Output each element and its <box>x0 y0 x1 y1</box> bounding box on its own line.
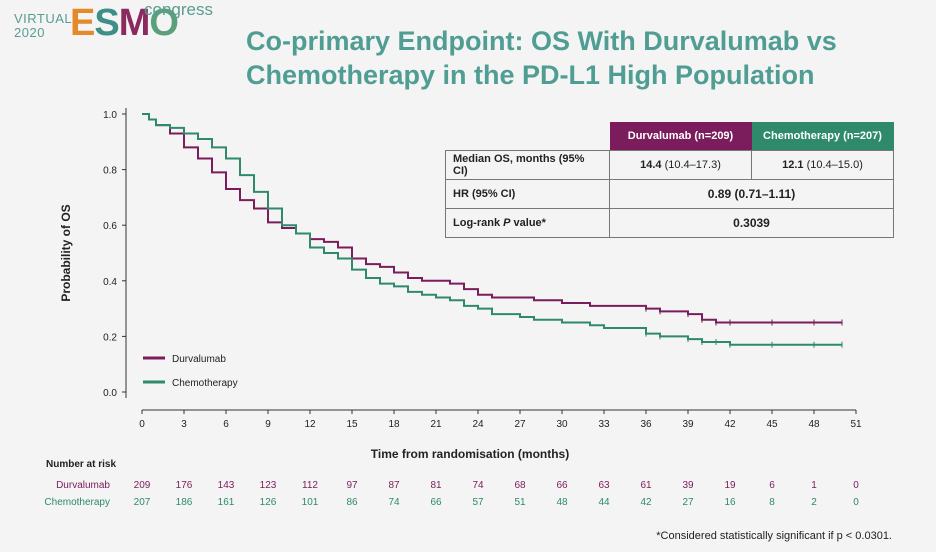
median-durva-value: 14.4 <box>640 159 662 171</box>
logrank-post: value* <box>510 217 546 229</box>
y-tick-label: 0.0 <box>103 388 117 399</box>
table-logrank-value: 0.3039 <box>609 208 894 238</box>
x-tick-label: 12 <box>304 419 316 430</box>
y-tick-label: 0.6 <box>103 221 117 232</box>
y-tick-label: 0.2 <box>103 332 117 343</box>
logo-congress-text: congress <box>144 0 213 19</box>
x-tick-label: 18 <box>388 419 400 430</box>
x-tick-label: 15 <box>346 419 358 430</box>
x-tick-label: 48 <box>808 419 820 430</box>
logo-letter-s: S <box>94 2 119 44</box>
table-row-hr-label: HR (95% CI) <box>445 179 610 209</box>
median-durva-ci: (10.4–17.3) <box>661 159 721 171</box>
table-header-chemotherapy: Chemotherapy (n=207) <box>751 122 894 151</box>
legend-label-chemotherapy: Chemotherapy <box>172 378 238 389</box>
legend-label-durvalumab: Durvalumab <box>172 354 226 365</box>
table-row-logrank-label: Log-rank P value* <box>445 208 610 238</box>
x-tick-label: 21 <box>430 419 442 430</box>
x-tick-label: 9 <box>265 419 271 430</box>
table-row-median-os-label: Median OS, months (95% CI) <box>445 150 610 180</box>
x-tick-label: 39 <box>682 419 694 430</box>
median-chemo-ci: (10.4–15.0) <box>803 159 863 171</box>
logo-year-text: 2020 <box>14 25 45 40</box>
series-line-chemotherapy <box>142 113 842 346</box>
x-tick-label: 33 <box>598 419 610 430</box>
logo-letter-m: M <box>118 2 151 44</box>
x-tick-label: 42 <box>724 419 736 430</box>
x-tick-label: 24 <box>472 419 484 430</box>
y-tick-label: 0.8 <box>103 166 117 177</box>
median-chemo-value: 12.1 <box>782 159 804 171</box>
logo-esmo-text: ESMO <box>70 2 179 45</box>
y-axis-label: Probability of OS <box>59 204 73 301</box>
logo-virtual-year: VIRTUAL 2020 <box>14 12 72 40</box>
x-tick-label: 0 <box>139 419 145 430</box>
logo-letter-o: O <box>149 2 179 44</box>
table-median-os-durvalumab: 14.4 (10.4–17.3) <box>609 150 752 180</box>
logrank-pre: Log-rank <box>453 217 504 229</box>
slide-title: Co-primary Endpoint: OS With Durvalumab … <box>246 26 837 90</box>
table-hr-value: 0.89 (0.71–1.11) <box>609 179 894 209</box>
x-tick-label: 45 <box>766 419 778 430</box>
footnote: *Considered statistically significant if… <box>656 530 892 542</box>
y-tick-label: 1.0 <box>103 110 117 121</box>
x-axis-label: Time from randomisation (months) <box>371 447 569 461</box>
x-tick-label: 3 <box>181 419 187 430</box>
x-tick-label: 30 <box>556 419 568 430</box>
logo-letter-e: E <box>70 2 95 44</box>
table-header-durvalumab: Durvalumab (n=209) <box>609 122 752 151</box>
x-tick-label: 6 <box>223 419 229 430</box>
table-median-os-chemotherapy: 12.1 (10.4–15.0) <box>751 150 894 180</box>
results-table: Durvalumab (n=209) Chemotherapy (n=207) … <box>445 122 894 238</box>
logo-virtual-text: VIRTUAL <box>14 11 73 26</box>
y-tick-label: 0.4 <box>103 277 117 288</box>
x-tick-label: 51 <box>850 419 862 430</box>
logrank-p: P <box>503 217 511 229</box>
x-tick-label: 36 <box>640 419 652 430</box>
x-tick-label: 27 <box>514 419 526 430</box>
